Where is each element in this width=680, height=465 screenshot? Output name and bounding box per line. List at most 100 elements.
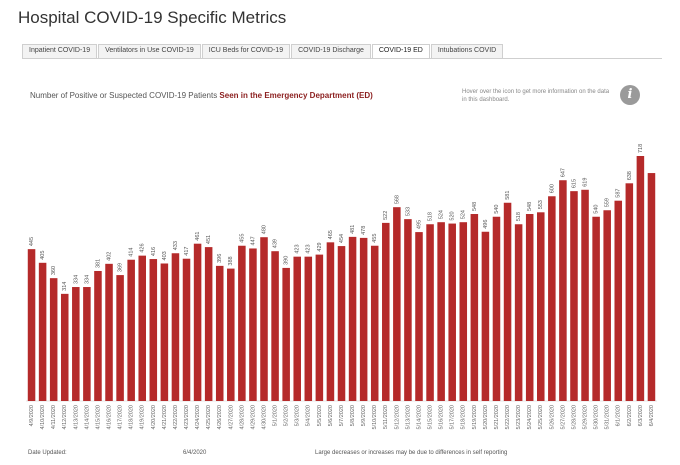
bar-5-9-2020[interactable]: [359, 237, 368, 401]
bar-4-19-2020[interactable]: [138, 255, 146, 401]
bar-value-label: 461: [195, 232, 201, 241]
bar-5-5-2020[interactable]: [315, 254, 324, 401]
bar-5-23-2020[interactable]: [514, 224, 523, 401]
bar-4-21-2020[interactable]: [160, 263, 169, 401]
bar-5-11-2020[interactable]: [382, 222, 390, 401]
bar-6-3-2020[interactable]: [636, 156, 645, 401]
subtitle-highlight: Seen in the Emergency Department (ED): [219, 91, 373, 100]
bar-value-label: 522: [383, 211, 389, 220]
tab-intubations[interactable]: Intubations COVID: [430, 44, 504, 58]
bar-4-20-2020[interactable]: [149, 259, 158, 401]
bar-5-10-2020[interactable]: [370, 245, 379, 401]
bar-5-3-2020[interactable]: [293, 256, 301, 401]
bar-6-4-2020[interactable]: [647, 173, 656, 401]
bar-4-12-2020[interactable]: [60, 293, 69, 401]
bar-5-26-2020[interactable]: [548, 196, 556, 401]
x-tick-label: 5/23/2020: [516, 405, 522, 429]
bar-4-16-2020[interactable]: [105, 263, 113, 401]
x-tick-label: 4/18/2020: [129, 405, 135, 429]
bar-5-30-2020[interactable]: [592, 216, 600, 401]
bar-5-2-2020[interactable]: [282, 267, 290, 401]
bar-5-27-2020[interactable]: [559, 180, 567, 401]
bar-5-13-2020[interactable]: [404, 219, 412, 401]
bar-value-label: 417: [184, 247, 190, 256]
bar-5-18-2020[interactable]: [459, 222, 468, 401]
bar-4-14-2020[interactable]: [83, 287, 91, 401]
hover-note: Hover over the icon to get more informat…: [462, 89, 610, 103]
bar-4-27-2020[interactable]: [227, 268, 235, 401]
bar-value-label: 455: [239, 234, 245, 243]
bar-5-21-2020[interactable]: [492, 216, 501, 401]
x-tick-label: 4/19/2020: [140, 405, 146, 429]
bar-4-13-2020[interactable]: [72, 287, 80, 401]
tab-inpatient-covid[interactable]: Inpatient COVID-19: [22, 44, 98, 58]
x-tick-label: 6/3/2020: [638, 405, 644, 426]
bar-4-17-2020[interactable]: [116, 275, 124, 401]
x-tick-label: 4/28/2020: [239, 405, 245, 429]
tab-discharge[interactable]: COVID-19 Discharge: [291, 44, 371, 58]
bar-value-label: 559: [605, 198, 611, 207]
bar-4-25-2020[interactable]: [204, 247, 213, 401]
bar-4-9-2020[interactable]: [27, 249, 36, 401]
bar-4-30-2020[interactable]: [260, 237, 268, 401]
bar-5-16-2020[interactable]: [437, 222, 445, 401]
bar-5-6-2020[interactable]: [326, 242, 335, 401]
bar-4-23-2020[interactable]: [182, 258, 191, 401]
bar-value-label: 414: [129, 248, 135, 257]
subtitle-prefix: Number of Positive or Suspected COVID-19…: [30, 91, 220, 100]
bar-4-10-2020[interactable]: [38, 262, 47, 401]
bar-value-label: 381: [95, 259, 101, 268]
bar-6-1-2020[interactable]: [614, 200, 623, 401]
x-tick-label: 5/7/2020: [339, 405, 345, 426]
bar-4-26-2020[interactable]: [215, 265, 224, 401]
bar-5-17-2020[interactable]: [448, 223, 456, 401]
bar-5-20-2020[interactable]: [481, 231, 490, 401]
bar-4-11-2020[interactable]: [49, 278, 58, 401]
date-updated-label: Date Updated:: [28, 450, 67, 456]
bar-value-label: 433: [173, 241, 179, 250]
bar-4-28-2020[interactable]: [238, 245, 246, 401]
bar-5-31-2020[interactable]: [603, 210, 611, 401]
x-tick-label: 5/18/2020: [461, 405, 467, 429]
bar-5-12-2020[interactable]: [393, 207, 401, 401]
bar-value-label: 388: [228, 256, 234, 265]
bar-5-19-2020[interactable]: [470, 214, 479, 401]
x-tick-label: 5/25/2020: [538, 405, 544, 429]
bar-5-22-2020[interactable]: [503, 202, 512, 401]
bar-5-24-2020[interactable]: [525, 214, 534, 401]
x-tick-label: 4/14/2020: [84, 405, 90, 429]
x-tick-label: 4/15/2020: [95, 405, 101, 429]
tab-icu-beds[interactable]: ICU Beds for COVID-19: [201, 44, 291, 58]
bar-4-24-2020[interactable]: [193, 243, 202, 401]
bar-value-label: 416: [151, 247, 157, 256]
bar-value-label: 360: [51, 266, 57, 275]
bar-value-label: 439: [273, 239, 279, 248]
bar-4-15-2020[interactable]: [94, 270, 102, 401]
bar-value-label: 426: [140, 243, 146, 252]
bar-value-label: 619: [582, 178, 588, 187]
bar-value-label: 478: [361, 226, 367, 235]
bar-4-29-2020[interactable]: [249, 248, 257, 401]
bar-4-18-2020[interactable]: [127, 259, 135, 401]
x-tick-label: 5/16/2020: [439, 405, 445, 429]
bar-5-28-2020[interactable]: [570, 191, 578, 401]
bar-value-label: 480: [261, 225, 267, 234]
x-tick-label: 5/29/2020: [582, 405, 588, 429]
bar-6-2-2020[interactable]: [625, 183, 634, 401]
bar-value-label: 533: [405, 207, 411, 216]
bar-5-14-2020[interactable]: [415, 232, 423, 401]
bar-4-22-2020[interactable]: [171, 253, 180, 401]
tab-ventilators[interactable]: Ventilators in Use COVID-19: [98, 44, 201, 58]
bar-value-label: 423: [306, 244, 312, 253]
bar-5-15-2020[interactable]: [426, 224, 434, 401]
bar-5-7-2020[interactable]: [337, 246, 346, 401]
bar-5-29-2020[interactable]: [581, 189, 589, 401]
x-tick-label: 4/21/2020: [162, 405, 168, 429]
tab-covid-ed[interactable]: COVID-19 ED: [371, 44, 430, 58]
bar-5-4-2020[interactable]: [304, 256, 313, 401]
x-tick-label: 5/8/2020: [350, 405, 356, 426]
info-icon[interactable]: i: [620, 85, 640, 105]
bar-5-8-2020[interactable]: [348, 236, 357, 401]
bar-5-1-2020[interactable]: [271, 251, 279, 401]
bar-5-25-2020[interactable]: [537, 212, 545, 401]
